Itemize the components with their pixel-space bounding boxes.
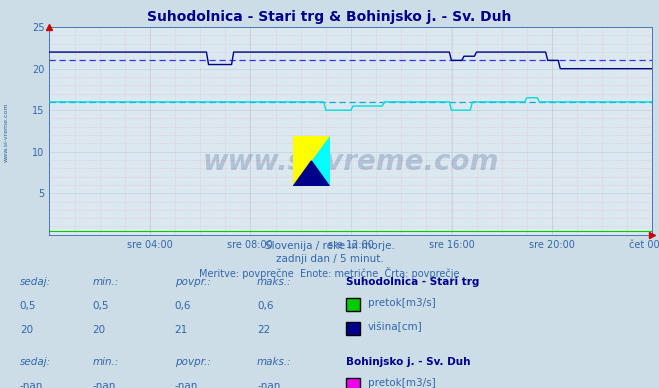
- Text: pretok[m3/s]: pretok[m3/s]: [368, 298, 436, 308]
- Text: sedaj:: sedaj:: [20, 357, 51, 367]
- Text: www.si-vreme.com: www.si-vreme.com: [3, 102, 9, 162]
- Text: Meritve: povprečne  Enote: metrične  Črta: povprečje: Meritve: povprečne Enote: metrične Črta:…: [199, 267, 460, 279]
- Text: Bohinjsko j. - Sv. Duh: Bohinjsko j. - Sv. Duh: [346, 357, 471, 367]
- Text: -nan: -nan: [175, 381, 198, 388]
- Polygon shape: [293, 136, 330, 186]
- Text: 0,5: 0,5: [20, 301, 36, 311]
- Text: višina[cm]: višina[cm]: [368, 322, 422, 332]
- Text: 20: 20: [20, 325, 33, 335]
- Text: min.:: min.:: [92, 277, 119, 287]
- Text: 20: 20: [92, 325, 105, 335]
- Text: www.si-vreme.com: www.si-vreme.com: [203, 148, 499, 176]
- Text: 0,6: 0,6: [257, 301, 273, 311]
- Text: 21: 21: [175, 325, 188, 335]
- Text: zadnji dan / 5 minut.: zadnji dan / 5 minut.: [275, 254, 384, 264]
- Text: Suhodolnica - Stari trg: Suhodolnica - Stari trg: [346, 277, 479, 287]
- Text: -nan: -nan: [20, 381, 43, 388]
- Text: maks.:: maks.:: [257, 357, 292, 367]
- Text: 22: 22: [257, 325, 270, 335]
- Text: maks.:: maks.:: [257, 277, 292, 287]
- Text: sedaj:: sedaj:: [20, 277, 51, 287]
- Text: 0,6: 0,6: [175, 301, 191, 311]
- Polygon shape: [293, 161, 330, 186]
- Text: min.:: min.:: [92, 357, 119, 367]
- Text: -nan: -nan: [257, 381, 280, 388]
- Text: Slovenija / reke in morje.: Slovenija / reke in morje.: [264, 241, 395, 251]
- Text: pretok[m3/s]: pretok[m3/s]: [368, 378, 436, 388]
- Text: povpr.:: povpr.:: [175, 277, 210, 287]
- Polygon shape: [293, 136, 330, 186]
- Text: -nan: -nan: [92, 381, 115, 388]
- Text: 0,5: 0,5: [92, 301, 109, 311]
- Text: povpr.:: povpr.:: [175, 357, 210, 367]
- Text: Suhodolnica - Stari trg & Bohinjsko j. - Sv. Duh: Suhodolnica - Stari trg & Bohinjsko j. -…: [148, 10, 511, 24]
